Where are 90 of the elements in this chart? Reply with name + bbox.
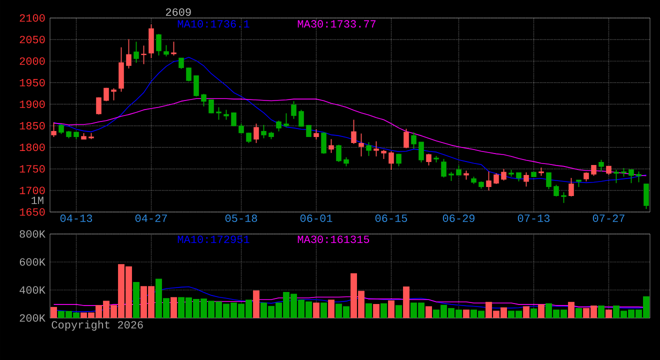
- candlestick: [628, 169, 634, 184]
- candlestick: [396, 153, 402, 167]
- candlestick: [238, 123, 244, 134]
- y-tick-label: 1850: [20, 122, 45, 130]
- y-tick-label: 2000: [20, 57, 45, 65]
- candlestick: [291, 100, 296, 120]
- candlestick: [448, 171, 454, 182]
- candlestick: [598, 159, 604, 172]
- candlestick: [568, 177, 574, 197]
- candlestick: [426, 153, 432, 166]
- text: MA30:1733.77: [298, 20, 376, 28]
- candlestick: [418, 142, 424, 163]
- candlestick: [276, 120, 282, 132]
- y-tick-label: 400K: [20, 286, 46, 294]
- candlestick: [104, 87, 109, 102]
- candlestick: [96, 96, 102, 116]
- candlestick: [194, 75, 199, 97]
- candlestick: [298, 109, 304, 128]
- y-tick-label: 2100: [20, 14, 45, 22]
- candlestick: [441, 158, 446, 178]
- candlestick: [208, 99, 214, 114]
- x-tick-label: 06-15: [375, 214, 408, 222]
- candlestick: [404, 128, 409, 149]
- candlestick: [358, 133, 364, 157]
- chart-title: 2609: [166, 8, 191, 16]
- candlestick: [366, 142, 372, 156]
- y-tick-label: 1900: [20, 100, 45, 108]
- candlestick: [314, 128, 319, 140]
- candlestick: [126, 38, 132, 69]
- candlestick: [411, 132, 416, 150]
- candlestick: [58, 124, 64, 134]
- y-tick-label: 800K: [20, 230, 46, 238]
- candlestick: [584, 172, 589, 182]
- candlestick: [351, 119, 356, 144]
- candlestick: [591, 164, 596, 176]
- y-tick-label: 2050: [20, 36, 45, 44]
- candlestick: [456, 164, 462, 176]
- x-tick-label: 07-27: [592, 214, 624, 222]
- candlestick: [388, 150, 394, 170]
- y-tick-label: 1700: [20, 186, 45, 194]
- candlestick: [554, 184, 559, 197]
- candlestick: [216, 106, 222, 120]
- candlestick: [178, 58, 184, 70]
- y-tick-label: 1800: [20, 144, 45, 152]
- text: MA10:1736.1: [178, 20, 250, 28]
- x-tick-label: 06-29: [442, 214, 474, 222]
- candlestick: [501, 168, 506, 181]
- x-tick-label: 07-13: [518, 214, 550, 222]
- x-tick-label: 06-01: [300, 214, 332, 222]
- x-tick-label: 04-13: [60, 214, 92, 222]
- candlestick: [546, 172, 552, 190]
- candlestick: [246, 132, 252, 144]
- candlestick: [336, 144, 342, 162]
- candlestick: [171, 41, 176, 56]
- candlestick: [321, 132, 326, 154]
- text: MA30:161315: [298, 236, 370, 244]
- candlestick: [254, 123, 259, 144]
- candlestick: [51, 122, 56, 138]
- candlestick: [561, 192, 566, 204]
- candlestick: [636, 171, 642, 183]
- candlestick: [644, 184, 649, 210]
- candlestick: [111, 88, 116, 101]
- y-tick-label: 600K: [20, 258, 46, 266]
- x-tick-label: 05-18: [225, 214, 258, 222]
- candlestick: [614, 169, 619, 184]
- candlestick: [134, 41, 139, 64]
- candlestick: [381, 149, 386, 160]
- candlestick: [374, 140, 379, 157]
- y-tick-label: 1750: [20, 165, 45, 173]
- candlestick: [141, 45, 146, 65]
- candlestick: [186, 67, 192, 82]
- candlestick: [494, 172, 499, 184]
- x-tick-label: 04-27: [135, 214, 167, 222]
- candlestick: [464, 170, 469, 180]
- text: Copyright 2026: [52, 320, 143, 331]
- candlestick: [524, 172, 529, 188]
- candlestick: [328, 138, 334, 154]
- text: 1M: [32, 196, 44, 204]
- candlestick: [164, 44, 169, 57]
- candlestick: [156, 34, 162, 56]
- candlestick: [284, 112, 289, 128]
- candlestick: [486, 171, 492, 191]
- y-tick-label: 1650: [20, 208, 45, 216]
- candlestick: [201, 93, 206, 107]
- candlestick: [261, 124, 266, 139]
- y-tick-label: 200K: [20, 314, 46, 322]
- y-tick-label: 1950: [20, 78, 45, 86]
- candlestick: [224, 109, 229, 120]
- candlestick: [344, 156, 349, 167]
- text: MA10:172951: [178, 236, 250, 244]
